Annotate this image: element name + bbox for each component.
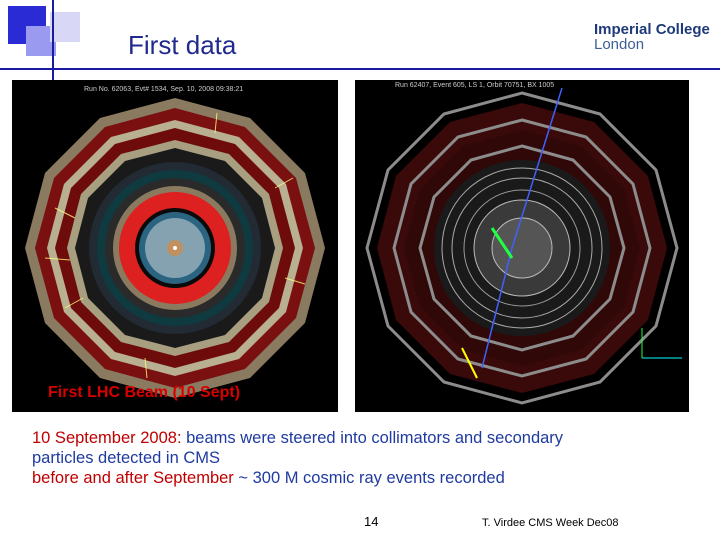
imperial-college-logo: Imperial College London: [594, 22, 710, 52]
logo-line-1: Imperial College: [594, 21, 710, 38]
date-highlight: 10 September 2008:: [32, 429, 182, 447]
body-line-3: before and after September ~ 300 M cosmi…: [32, 468, 702, 488]
body-line-3-text: ~ 300 M cosmic ray events recorded: [233, 469, 505, 487]
right-run-info: Run 62407, Event 605, LS 1, Orbit 70751,…: [395, 82, 555, 89]
body-line-2: particles detected in CMS: [32, 449, 221, 467]
page-number: 14: [364, 514, 379, 529]
decor-square-light: [50, 12, 80, 42]
slide-title: First data: [128, 30, 237, 60]
period-highlight: before and after September: [32, 469, 234, 487]
cosmic-event-image: [365, 87, 682, 405]
beam-caption: First LHC Beam (10 Sept): [48, 384, 241, 401]
body-line-1: 10 September 2008: beams were steered in…: [32, 428, 702, 448]
beam-event-display: Run No. 62063, Evt# 1534, Sep. 10, 2008 …: [12, 80, 338, 412]
logo-line-2: London: [594, 36, 645, 53]
left-run-info: Run No. 62063, Evt# 1534, Sep. 10, 2008 …: [84, 86, 244, 93]
cosmic-event-display: Run 62407, Event 605, LS 1, Orbit 70751,…: [355, 80, 689, 412]
decor-vertical-line: [52, 0, 54, 82]
body-line-1-text: beams were steered into collimators and …: [181, 429, 564, 447]
beam-event-image: [25, 98, 325, 398]
cosmic-track: [511, 87, 563, 249]
decor-horizontal-line: [0, 68, 720, 70]
slide-body: 10 September 2008: beams were steered in…: [32, 428, 702, 488]
footer-text: T. Virdee CMS Week Dec08: [482, 517, 619, 529]
